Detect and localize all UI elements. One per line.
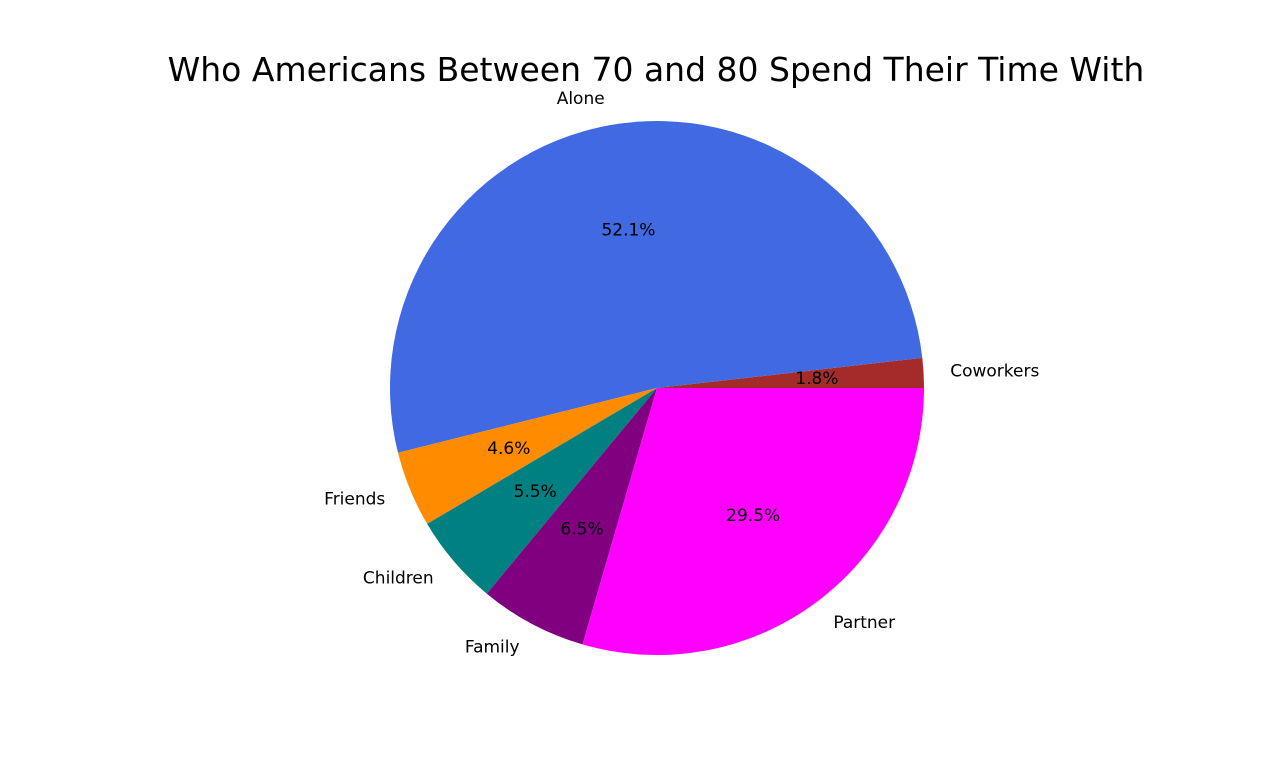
category-label-partner: Partner: [833, 613, 895, 633]
category-label-alone: Alone: [557, 89, 605, 109]
slice-family: [486, 388, 657, 645]
pct-label-partner: 29.5%: [726, 506, 780, 526]
pct-label-coworkers: 1.8%: [795, 369, 838, 389]
category-label-children: Children: [363, 569, 434, 589]
slice-friends: [397, 388, 657, 524]
pct-label-alone: 52.1%: [601, 220, 655, 240]
category-label-family: Family: [465, 638, 520, 658]
pct-label-friends: 4.6%: [487, 439, 530, 459]
slice-coworkers: [657, 357, 925, 388]
category-labels: Coworkers Alone Friends Children Family Partn…: [324, 89, 1039, 658]
pct-label-children: 5.5%: [514, 482, 557, 502]
category-label-friends: Friends: [324, 490, 385, 510]
percent-labels: 1.8% 52.1% 4.6% 5.5%6.5% 29.5%: [487, 220, 838, 539]
category-label-coworkers: Coworkers: [950, 361, 1039, 381]
slice-alone: [389, 120, 923, 453]
pct-label-family: 6.5%: [560, 520, 603, 540]
slice-partner: [582, 388, 924, 655]
slice-children: [427, 388, 657, 594]
chart-title: Who Americans Between 70 and 80 Spend Th…: [168, 50, 1145, 89]
pie-slices: [389, 120, 925, 655]
